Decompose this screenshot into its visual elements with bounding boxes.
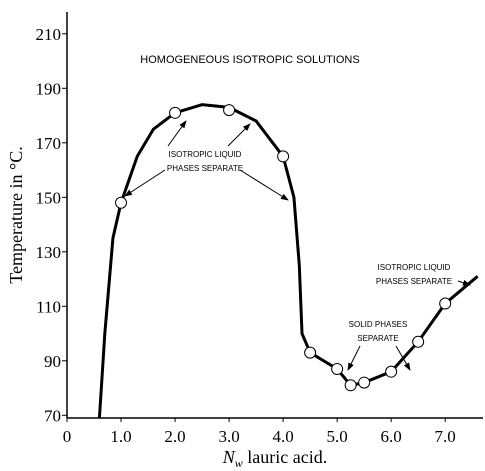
- y-tick-label: 130: [36, 243, 62, 262]
- data-point: [344, 379, 357, 392]
- x-axis-label: Nw lauric acid.: [222, 447, 328, 470]
- annotation: ISOTROPIC LIQUID: [169, 150, 242, 159]
- y-tick-label: 210: [36, 25, 62, 44]
- x-tick-label: 2.0: [164, 427, 185, 446]
- x-tick-label: 1.0: [110, 427, 131, 446]
- data-point: [223, 104, 236, 117]
- y-tick-label: 190: [36, 79, 62, 98]
- annotation: PHASES SEPARATE: [167, 164, 243, 173]
- data-point: [277, 150, 290, 163]
- annotation: ISOTROPIC LIQUID: [378, 263, 451, 272]
- y-tick-label: 170: [36, 134, 62, 153]
- x-tick-label: 7.0: [435, 427, 456, 446]
- y-tick-label: 110: [36, 297, 61, 316]
- annotation: HOMOGENEOUS ISOTROPIC SOLUTIONS: [140, 54, 359, 66]
- y-tick-label: 90: [44, 352, 61, 371]
- data-point: [358, 376, 371, 389]
- arrow: [227, 123, 251, 147]
- data-point: [304, 346, 317, 359]
- annotation: SEPARATE: [357, 334, 399, 343]
- x-tick-label: 3.0: [218, 427, 239, 446]
- curve: [97, 103, 479, 419]
- annotation: PHASES SEPARATE: [376, 277, 452, 286]
- y-axis-label: Temperature in °C.: [6, 146, 26, 283]
- y-tick-label: 70: [44, 406, 61, 425]
- data-point: [385, 365, 398, 378]
- arrow: [347, 345, 361, 371]
- data-point: [439, 297, 452, 310]
- data-point: [331, 362, 344, 375]
- x-tick-label: 0: [63, 427, 72, 446]
- x-label-subscript: w: [235, 456, 243, 470]
- x-tick-label: 4.0: [272, 427, 293, 446]
- x-label-symbol: N: [222, 447, 236, 467]
- data-point: [115, 196, 128, 209]
- arrow: [167, 120, 187, 147]
- annotation: SOLID PHASES: [349, 320, 408, 329]
- arrow: [124, 169, 166, 197]
- data-point: [169, 106, 182, 119]
- data-point: [412, 335, 425, 348]
- x-tick-label: 5.0: [327, 427, 348, 446]
- y-tick-label: 150: [36, 188, 62, 207]
- arrow: [239, 169, 289, 201]
- x-tick-label: 6.0: [381, 427, 402, 446]
- x-label-text: lauric acid.: [243, 447, 327, 467]
